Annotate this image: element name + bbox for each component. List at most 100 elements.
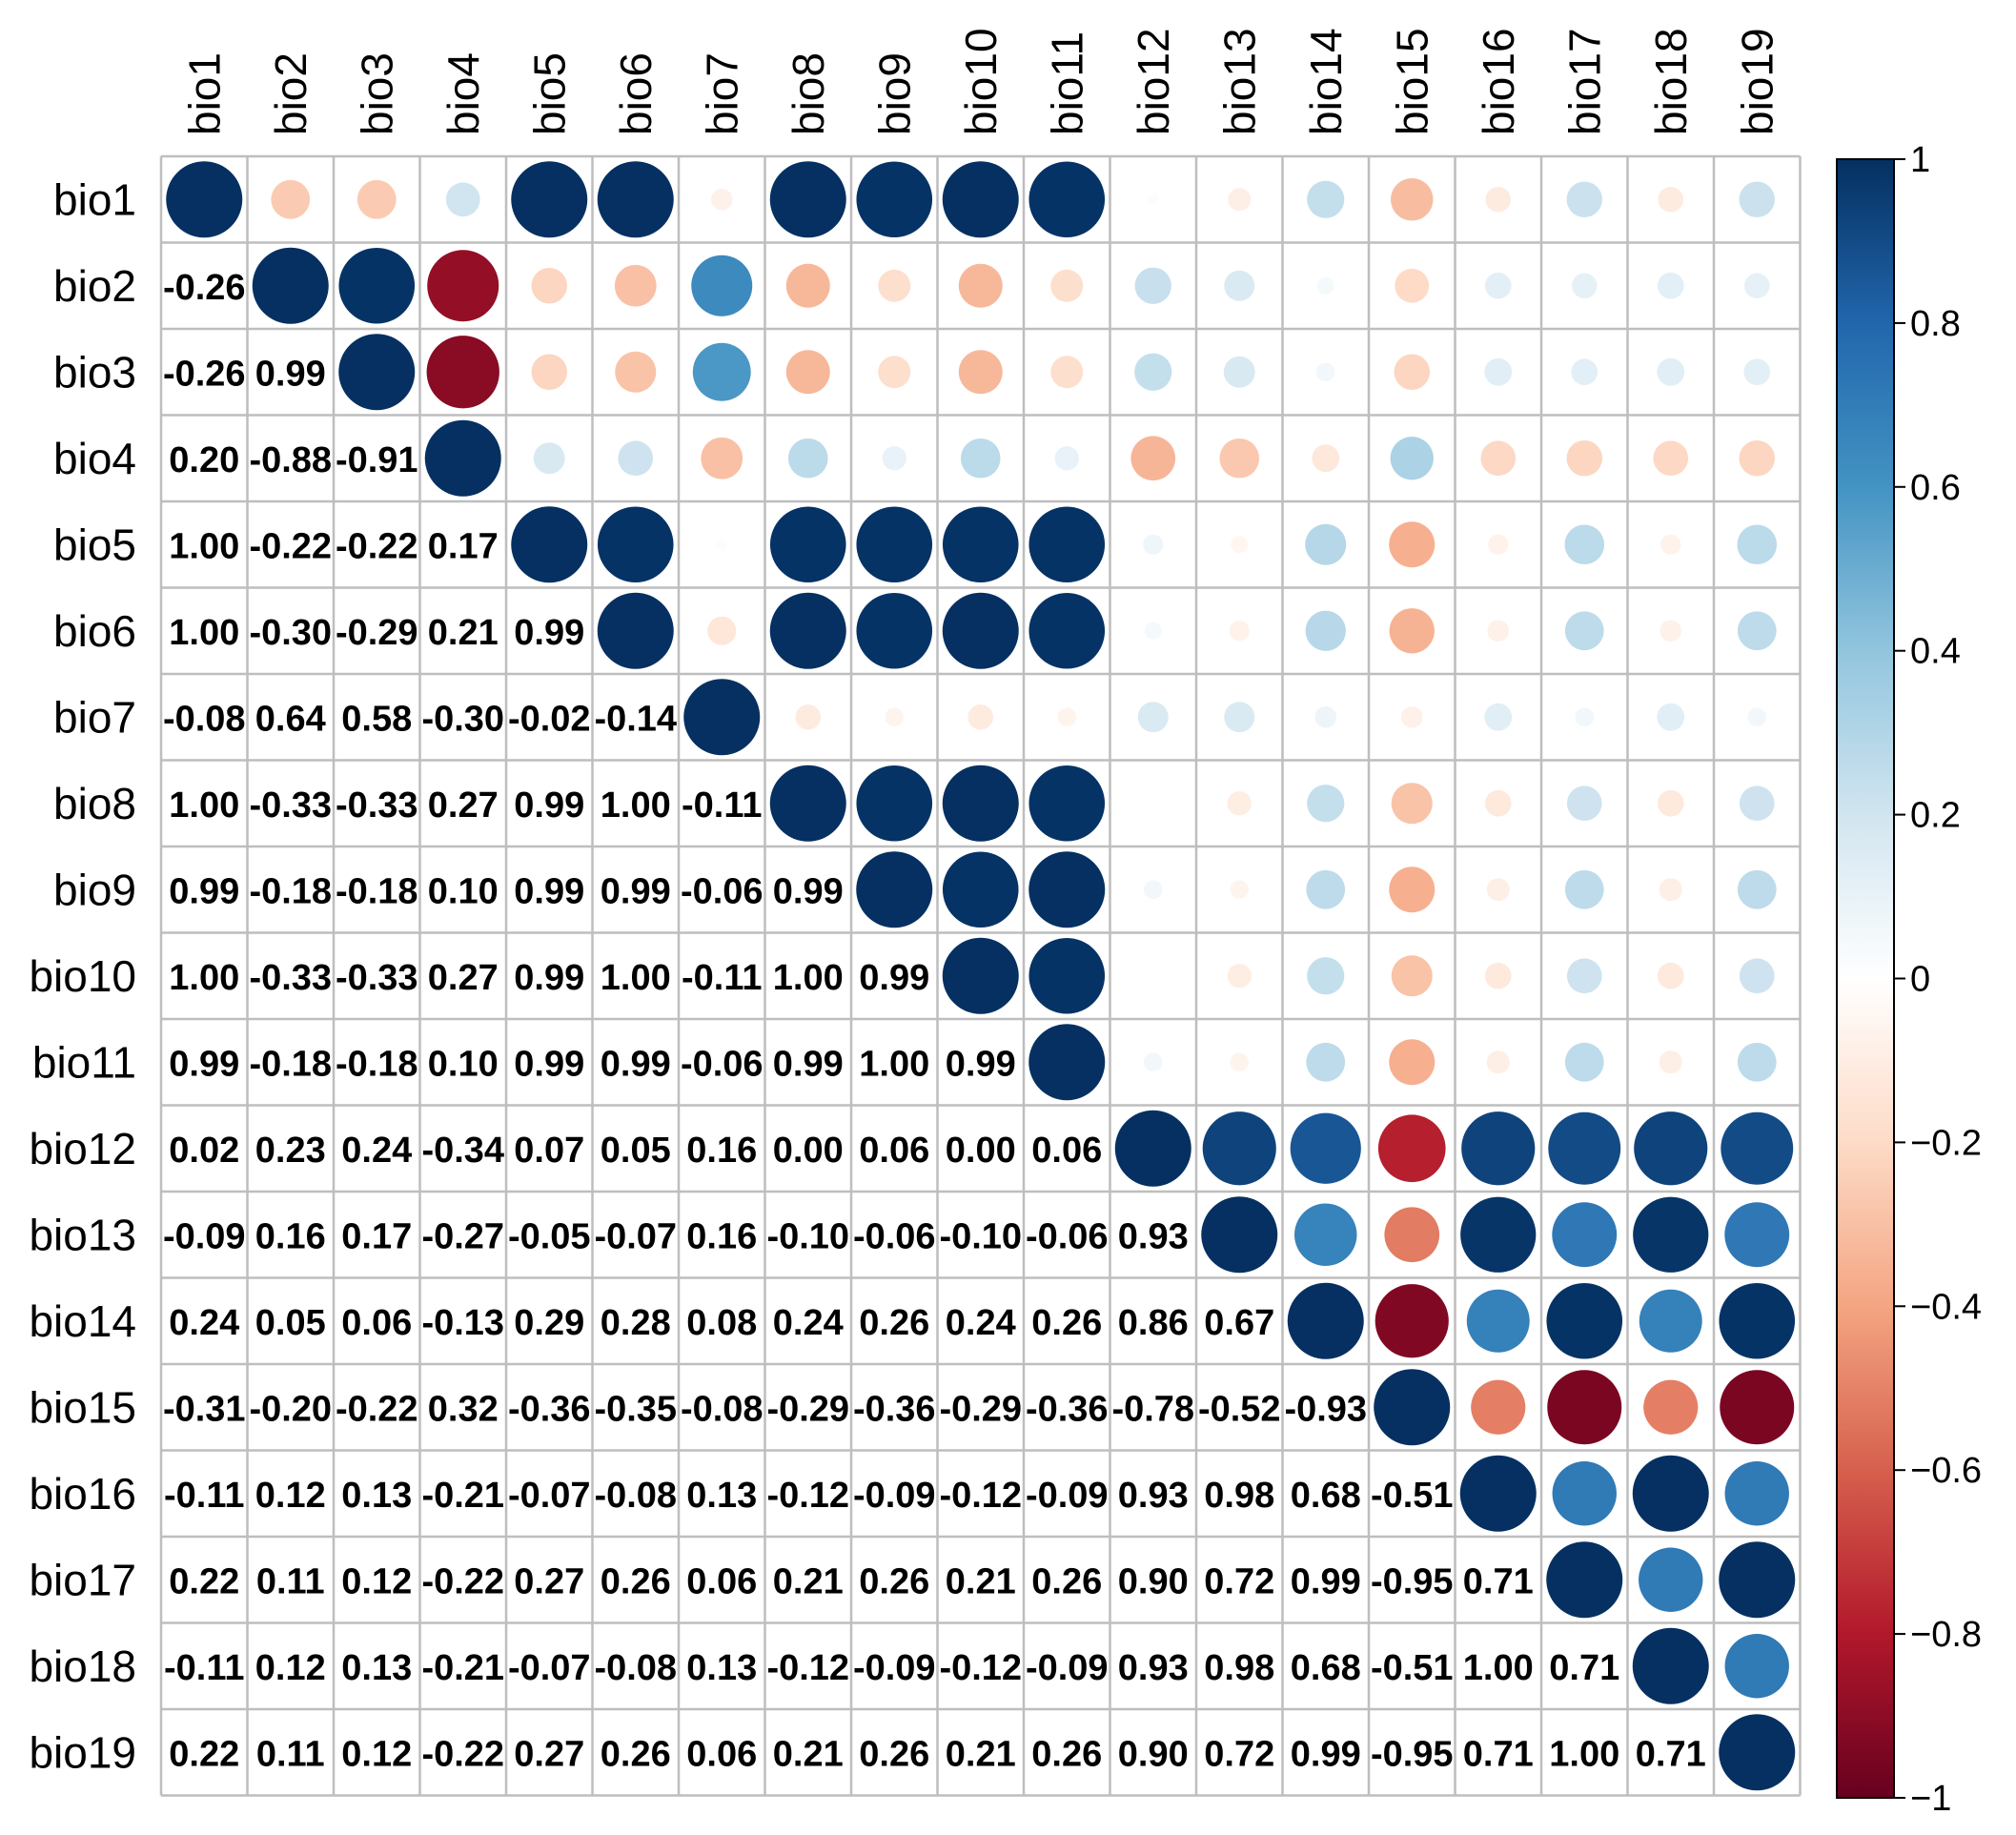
correlation-value-bio16-bio9: -0.09 — [853, 1476, 936, 1516]
correlation-value-bio5-bio1: 1.00 — [169, 526, 239, 566]
correlation-value-bio7-bio4: -0.30 — [421, 699, 504, 739]
correlation-value-bio7-bio3: 0.58 — [341, 699, 412, 739]
correlation-value-bio10-bio1: 1.00 — [169, 958, 239, 998]
correlation-circle-bio14-bio18 — [1639, 1289, 1702, 1353]
correlation-circle-bio3-bio19 — [1743, 358, 1771, 386]
correlation-value-bio12-bio10: 0.00 — [946, 1131, 1016, 1171]
correlation-value-bio16-bio13: 0.98 — [1204, 1476, 1274, 1516]
correlation-value-bio19-bio6: 0.26 — [601, 1734, 671, 1774]
correlation-value-bio19-bio11: 0.26 — [1031, 1734, 1102, 1774]
correlation-circle-bio12-bio16 — [1461, 1111, 1536, 1186]
correlation-value-bio15-bio11: -0.36 — [1026, 1389, 1109, 1429]
correlation-value-bio15-bio7: -0.08 — [681, 1389, 764, 1429]
colorbar-tick-label: 0.8 — [1910, 304, 1961, 344]
correlation-circle-bio8-bio10 — [942, 765, 1019, 842]
correlation-circle-bio5-bio19 — [1737, 524, 1778, 565]
correlation-circle-bio9-bio18 — [1659, 878, 1682, 902]
correlation-circle-bio7-bio7 — [683, 679, 761, 756]
correlation-circle-bio16-bio19 — [1724, 1461, 1789, 1526]
correlation-circle-bio11-bio16 — [1486, 1050, 1510, 1074]
correlation-value-bio4-bio1: 0.20 — [169, 440, 239, 480]
correlation-circle-bio9-bio17 — [1564, 869, 1604, 909]
correlation-circle-bio2-bio15 — [1395, 268, 1430, 303]
correlation-value-bio18-bio15: -0.51 — [1371, 1648, 1454, 1688]
correlation-circle-bio6-bio17 — [1564, 611, 1604, 651]
correlation-circle-bio11-bio19 — [1737, 1042, 1777, 1082]
correlation-circle-bio2-bio18 — [1657, 272, 1684, 299]
correlation-value-bio8-bio6: 1.00 — [601, 785, 671, 826]
correlation-value-bio17-bio12: 0.90 — [1118, 1561, 1189, 1601]
correlation-value-bio2-bio1: -0.26 — [163, 268, 246, 308]
column-label-bio14: bio14 — [1301, 28, 1351, 135]
correlation-circle-bio18-bio18 — [1632, 1627, 1709, 1704]
correlation-circle-bio3-bio18 — [1657, 357, 1685, 386]
correlation-value-bio10-bio2: -0.33 — [249, 958, 332, 998]
correlation-value-bio10-bio7: -0.11 — [682, 958, 763, 998]
correlation-circle-bio6-bio12 — [1144, 622, 1162, 640]
correlation-value-bio16-bio14: 0.68 — [1291, 1476, 1361, 1516]
correlation-value-bio9-bio3: -0.18 — [336, 871, 418, 911]
correlation-circle-bio13-bio14 — [1294, 1203, 1357, 1266]
correlation-value-bio11-bio9: 1.00 — [859, 1044, 929, 1084]
correlation-circle-bio3-bio6 — [615, 351, 657, 393]
correlation-value-bio5-bio4: 0.17 — [428, 526, 499, 566]
row-labels: bio1 bio2 bio3 bio4 bio5 bio6 bio7 bio8 bio9 bio1… — [29, 174, 136, 1777]
correlation-value-bio9-bio8: 0.99 — [773, 871, 844, 911]
correlation-value-bio17-bio1: 0.22 — [169, 1561, 239, 1601]
correlation-circle-bio2-bio12 — [1134, 267, 1171, 304]
row-label-bio9: bio9 — [53, 865, 136, 914]
correlation-value-bio14-bio5: 0.29 — [514, 1303, 584, 1343]
correlation-circle-bio12-bio19 — [1721, 1111, 1794, 1185]
correlation-value-bio19-bio16: 0.71 — [1463, 1734, 1534, 1774]
correlation-value-bio18-bio8: -0.12 — [766, 1648, 849, 1688]
correlation-value-bio17-bio5: 0.27 — [514, 1561, 584, 1601]
correlation-circle-bio1-bio19 — [1739, 181, 1776, 218]
correlation-value-bio18-bio16: 1.00 — [1463, 1648, 1534, 1688]
correlation-value-bio7-bio1: -0.08 — [163, 699, 246, 739]
column-label-bio1: bio1 — [179, 52, 229, 135]
correlation-circle-bio16-bio18 — [1632, 1455, 1709, 1532]
correlation-value-bio11-bio7: -0.06 — [681, 1044, 764, 1084]
correlation-value-bio19-bio9: 0.26 — [859, 1734, 929, 1774]
correlation-value-bio12-bio5: 0.07 — [514, 1131, 584, 1171]
correlation-circle-bio12-bio18 — [1634, 1111, 1708, 1186]
correlation-value-bio6-bio2: -0.30 — [249, 613, 332, 653]
row-label-bio10: bio10 — [29, 951, 136, 1001]
correlation-circle-bio11-bio13 — [1230, 1052, 1250, 1072]
correlation-value-bio17-bio14: 0.99 — [1291, 1561, 1361, 1601]
correlation-circle-bio3-bio16 — [1484, 357, 1513, 386]
correlation-value-bio19-bio18: 0.71 — [1636, 1734, 1706, 1774]
correlation-value-bio12-bio2: 0.23 — [255, 1131, 326, 1171]
correlation-circle-bio5-bio7 — [716, 539, 727, 550]
correlation-circle-bio2-bio16 — [1484, 272, 1512, 299]
correlation-circle-bio7-bio9 — [885, 707, 905, 727]
correlation-value-bio17-bio7: 0.06 — [686, 1561, 757, 1601]
correlation-circle-bio11-bio15 — [1389, 1039, 1436, 1086]
row-label-bio7: bio7 — [53, 692, 136, 742]
correlation-circle-bio2-bio10 — [958, 263, 1003, 308]
correlation-circle-bio11-bio14 — [1306, 1042, 1346, 1082]
column-label-bio17: bio17 — [1559, 28, 1609, 135]
correlation-value-bio18-bio9: -0.09 — [853, 1648, 936, 1688]
correlation-value-bio10-bio4: 0.27 — [428, 958, 499, 998]
correlation-circle-bio12-bio13 — [1202, 1111, 1276, 1186]
correlation-value-bio12-bio6: 0.05 — [601, 1131, 671, 1171]
correlation-circle-bio10-bio14 — [1307, 957, 1345, 995]
correlation-circle-bio3-bio8 — [785, 350, 830, 395]
correlation-value-bio11-bio3: -0.18 — [336, 1044, 418, 1084]
correlation-circle-bio3-bio5 — [531, 354, 568, 391]
correlation-value-bio15-bio5: -0.36 — [508, 1389, 591, 1429]
correlation-circle-bio8-bio19 — [1739, 785, 1775, 822]
correlation-value-bio18-bio5: -0.07 — [508, 1648, 591, 1688]
correlation-circle-bio12-bio15 — [1377, 1114, 1446, 1183]
correlation-value-bio19-bio2: 0.11 — [256, 1734, 325, 1774]
row-label-bio4: bio4 — [53, 434, 136, 483]
correlation-circle-bio17-bio17 — [1546, 1541, 1623, 1619]
correlation-circle-bio5-bio15 — [1389, 521, 1436, 568]
correlation-value-bio18-bio6: -0.08 — [594, 1648, 677, 1688]
correlation-circle-bio8-bio18 — [1657, 789, 1684, 817]
row-label-bio17: bio17 — [29, 1555, 136, 1604]
correlation-circle-bio11-bio17 — [1564, 1042, 1604, 1082]
correlation-value-bio12-bio7: 0.16 — [686, 1131, 757, 1171]
correlation-circle-bio18-bio19 — [1724, 1634, 1789, 1699]
